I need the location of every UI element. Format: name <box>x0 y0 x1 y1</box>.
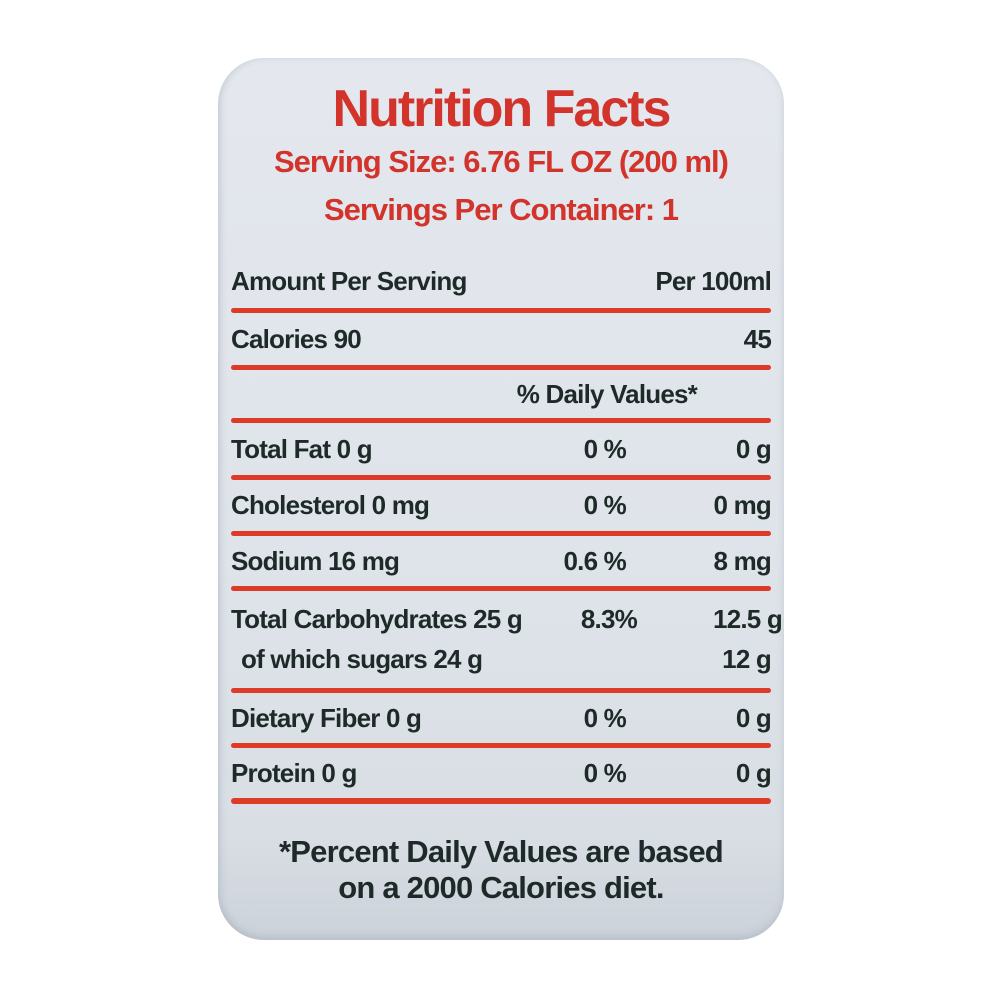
per-100ml-value: 0 g <box>735 702 772 733</box>
nutrient-name: of which sugars 24 g <box>241 643 483 674</box>
daily-value: 0 % <box>583 757 627 788</box>
divider-rule <box>231 365 771 370</box>
daily-value: 8.3% <box>580 603 638 634</box>
nutrient-row-cholesterol: Cholesterol 0 mg 0 % 0 mg <box>231 480 772 531</box>
servings-per-container-line: Servings Per Container: 1 <box>323 192 679 227</box>
nutrient-row-dietary-fiber: Dietary Fiber 0 g 0 % 0 g <box>231 693 772 743</box>
per-100ml-value: 0 g <box>735 433 772 464</box>
amount-per-serving-header: Amount Per Serving <box>231 266 467 296</box>
per-100ml-value: 0 mg <box>713 490 772 520</box>
daily-value: 0 % <box>583 702 627 733</box>
serving-size-line: Serving Size: 6.76 FL OZ (200 ml) <box>274 144 729 179</box>
daily-value: 0 % <box>583 490 627 520</box>
per-100ml-header: Per 100ml <box>655 266 771 296</box>
calories-name: Calories 90 <box>231 323 362 354</box>
nutrient-name: Protein 0 g <box>231 757 357 788</box>
per-100ml-value: 12.5 g <box>713 603 783 634</box>
divider-rule <box>231 531 771 536</box>
nutrient-name: Total Carbohydrates 25 g <box>231 603 523 634</box>
calories-row: Calories 90 45 <box>231 313 772 365</box>
daily-value: 0 % <box>583 433 627 464</box>
nutrition-table: Amount Per Serving Per 100ml Calories 90… <box>231 255 783 804</box>
nutrient-row-protein: Protein 0 g 0 % 0 g <box>231 748 772 798</box>
nutrient-name: Total Fat 0 g <box>231 433 373 464</box>
nutrient-name: Dietary Fiber 0 g <box>231 702 422 733</box>
divider-rule <box>231 308 771 313</box>
divider-rule <box>231 743 771 748</box>
per-100ml-value: 8 mg <box>713 545 772 576</box>
nutrient-name: Cholesterol 0 mg <box>231 490 430 520</box>
footnote-line-1: *Percent Daily Values are based <box>279 834 724 869</box>
divider-rule <box>231 586 771 591</box>
divider-rule-bottom <box>231 798 771 804</box>
divider-rule <box>231 688 771 693</box>
nutrient-row-total-fat: Total Fat 0 g 0 % 0 g <box>231 423 772 475</box>
daily-values-footnote: *Percent Daily Values are based on a 200… <box>231 834 771 906</box>
table-header-row: Amount Per Serving Per 100ml <box>231 255 772 308</box>
nutrient-name: Sodium 16 mg <box>231 545 400 576</box>
daily-value: 0.6 % <box>563 545 627 576</box>
nutrient-row-sodium: Sodium 16 mg 0.6 % 8 mg <box>231 536 772 586</box>
footnote-line-2: on a 2000 Calories diet. <box>338 870 664 905</box>
per-100ml-value: 0 g <box>735 757 772 788</box>
divider-rule <box>231 475 771 480</box>
divider-rule <box>231 418 771 423</box>
daily-values-header-row: % Daily Values* <box>231 370 771 418</box>
label-title: Nutrition Facts <box>332 80 672 138</box>
daily-values-header: % Daily Values* <box>516 378 698 409</box>
nutrition-facts-label: Nutrition Facts Serving Size: 6.76 FL OZ… <box>218 58 784 940</box>
nutrient-subrow-sugars: of which sugars 24 g 12 g <box>231 639 772 679</box>
calories-per-100ml-value: 45 <box>743 323 772 354</box>
per-100ml-value: 12 g <box>722 643 772 674</box>
nutrient-row-total-carbohydrates: Total Carbohydrates 25 g 8.3% 12.5 g of … <box>231 591 783 688</box>
